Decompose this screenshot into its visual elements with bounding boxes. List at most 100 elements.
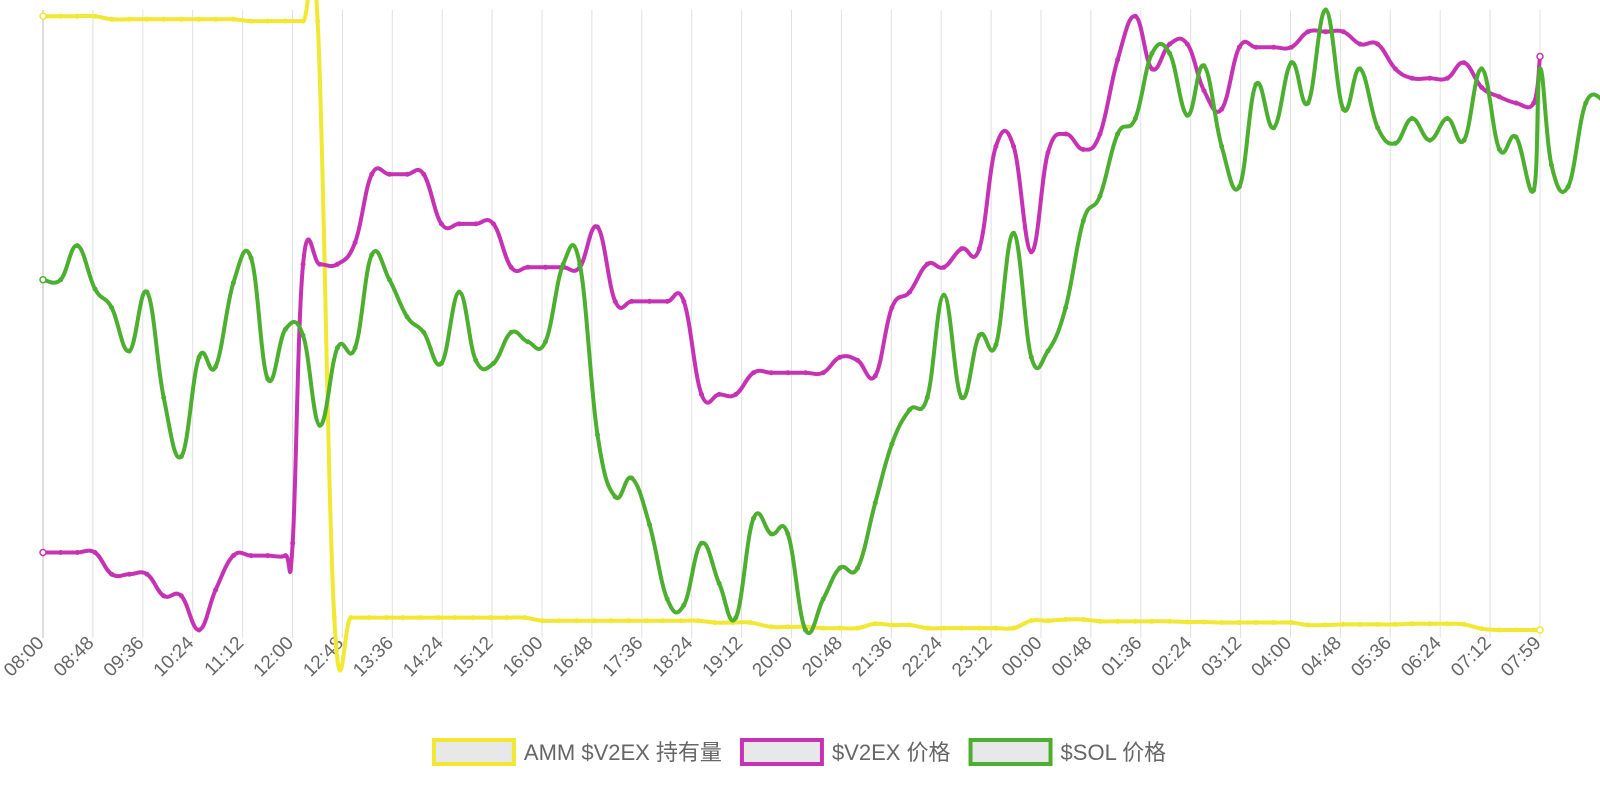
data-point [594, 224, 600, 230]
data-point [820, 370, 826, 376]
data-point [1063, 131, 1069, 137]
data-point [315, 18, 321, 24]
data-point [751, 515, 757, 521]
data-point [74, 13, 80, 19]
data-point [608, 618, 614, 624]
data-point [196, 16, 202, 22]
legend-swatch [968, 738, 1053, 766]
data-point [290, 540, 296, 546]
data-point [695, 618, 701, 624]
data-point [1305, 29, 1311, 35]
data-point [612, 494, 618, 500]
data-point [487, 615, 493, 621]
data-point [1011, 625, 1017, 631]
data-point [438, 360, 444, 366]
data-point [400, 615, 406, 621]
data-point [265, 376, 271, 382]
legend[interactable]: AMM $V2EX 持有量 $V2EX 价格 $SOL 价格 [431, 738, 1167, 766]
data-point [178, 16, 184, 22]
series-2 [39, 7, 1600, 635]
data-point [1097, 131, 1103, 137]
x-tick-label: 16:48 [549, 633, 597, 681]
data-point [855, 625, 861, 631]
data-point [1444, 621, 1450, 627]
data-point [1323, 622, 1329, 628]
data-point [1219, 106, 1225, 112]
data-point [1375, 41, 1381, 47]
data-point [959, 395, 965, 400]
x-tick-label: 04:00 [1248, 633, 1296, 681]
data-point [1253, 44, 1259, 50]
data-point [421, 171, 427, 177]
data-point [594, 432, 600, 438]
data-point [1340, 29, 1346, 35]
data-point [418, 615, 424, 621]
data-point [1288, 60, 1294, 66]
data-point [1537, 66, 1543, 72]
data-point [820, 625, 826, 631]
data-point [1132, 618, 1138, 624]
data-point [126, 16, 132, 22]
x-tick-label: 00:48 [1048, 633, 1096, 681]
data-point [1253, 81, 1259, 87]
data-point [820, 596, 826, 602]
data-point [1583, 100, 1589, 106]
data-point [1271, 620, 1277, 626]
data-point [1392, 140, 1398, 146]
data-point [1253, 620, 1259, 626]
series-1 [39, 13, 1544, 633]
data-point [889, 305, 895, 311]
data-point [907, 407, 913, 413]
data-point [178, 453, 184, 459]
data-point [1357, 621, 1363, 627]
data-point [574, 618, 580, 624]
data-point [282, 18, 288, 24]
data-point [872, 500, 878, 506]
data-point [1028, 249, 1034, 255]
data-point [1496, 147, 1502, 152]
data-point [1201, 619, 1207, 625]
legend-item[interactable]: $V2EX 价格 [739, 738, 951, 766]
x-tick-label: 03:12 [1198, 633, 1246, 681]
data-point [1063, 305, 1069, 311]
data-point [109, 305, 115, 311]
data-point [1184, 41, 1190, 47]
data-point [678, 618, 684, 624]
data-point [1479, 66, 1485, 72]
x-tick-label: 01:36 [1098, 633, 1146, 681]
data-point [196, 627, 202, 633]
series-0 [39, 0, 1544, 673]
data-point [1045, 348, 1051, 354]
data-point [508, 329, 514, 335]
data-point [504, 615, 510, 621]
legend-item[interactable]: $SOL 价格 [968, 738, 1167, 766]
data-point [369, 252, 375, 258]
data-point [1097, 193, 1103, 199]
data-point [1409, 116, 1415, 121]
data-point [1305, 622, 1311, 628]
data-point [248, 18, 254, 24]
data-point [629, 298, 635, 304]
x-tick-label: 23:12 [948, 633, 996, 681]
data-point [1132, 116, 1138, 121]
data-point [872, 373, 878, 379]
data-point [1149, 50, 1155, 56]
data-point [1461, 621, 1467, 627]
data-point [959, 246, 965, 252]
data-point [855, 565, 861, 571]
legend-item[interactable]: AMM $V2EX 持有量 [431, 738, 722, 766]
data-point [1375, 125, 1381, 131]
data-point [803, 370, 809, 376]
data-point [591, 618, 597, 624]
data-point [1167, 50, 1173, 56]
data-point [712, 620, 718, 626]
data-point [126, 348, 132, 354]
data-point [699, 391, 705, 397]
data-point [92, 286, 98, 292]
data-point [525, 264, 531, 270]
x-axis: 08:00 08:48 09:36 10:24 11:12 12:00 12:48 13:36… [0, 632, 1545, 681]
data-point [386, 277, 392, 283]
data-point [907, 289, 913, 295]
x-tick-label: 09:36 [100, 633, 148, 681]
